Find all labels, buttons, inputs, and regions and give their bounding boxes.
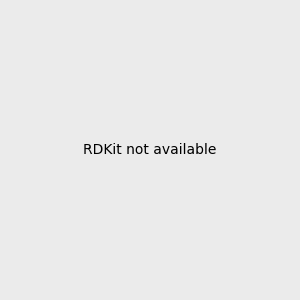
Text: RDKit not available: RDKit not available [83,143,217,157]
